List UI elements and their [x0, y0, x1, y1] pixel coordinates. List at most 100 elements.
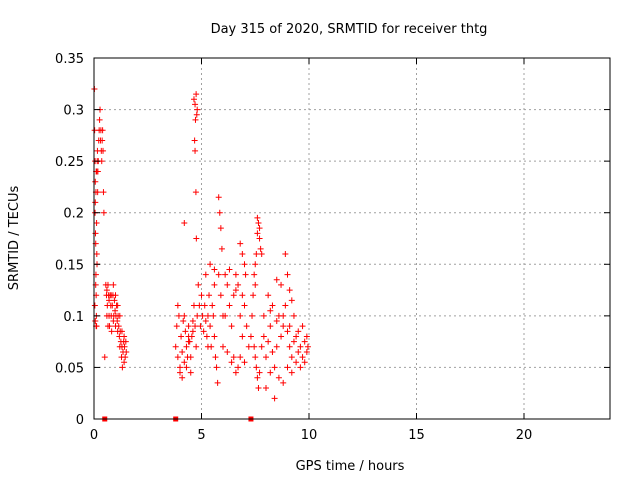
- data-point: [237, 312, 244, 319]
- data-point: [260, 333, 267, 340]
- data-point: [243, 323, 250, 330]
- data-point: [111, 297, 118, 304]
- data-point: [237, 354, 244, 361]
- data-point: [183, 364, 190, 371]
- data-point: [93, 220, 100, 227]
- data-point: [196, 302, 203, 309]
- points-layer: [91, 85, 311, 402]
- data-point: [280, 379, 287, 386]
- x-axis-label: GPS time / hours: [296, 459, 405, 474]
- data-point: [232, 369, 239, 376]
- data-point: [241, 302, 248, 309]
- data-point: [250, 292, 257, 299]
- data-point: [207, 323, 214, 330]
- data-point: [192, 189, 199, 196]
- data-point: [118, 328, 125, 335]
- data-point: [297, 343, 304, 350]
- data-point: [199, 312, 206, 319]
- data-point: [293, 333, 300, 340]
- data-point: [267, 369, 274, 376]
- x-tick-label: 10: [301, 428, 318, 443]
- data-point: [271, 364, 278, 371]
- data-point: [202, 271, 209, 278]
- data-point: [193, 343, 200, 350]
- data-point: [114, 302, 121, 309]
- data-point: [269, 302, 276, 309]
- data-point: [191, 137, 198, 144]
- data-point: [282, 250, 289, 257]
- data-point: [258, 250, 265, 257]
- data-point: [189, 318, 196, 325]
- data-point: [263, 385, 269, 392]
- data-point: [114, 318, 121, 325]
- y-tick-label: 0.1: [63, 310, 84, 325]
- data-point: [181, 312, 188, 319]
- data-point: [122, 338, 129, 345]
- data-point: [194, 106, 201, 113]
- data-point: [286, 287, 293, 294]
- data-point: [218, 245, 225, 252]
- data-point: [108, 328, 115, 335]
- data-point: [290, 312, 297, 319]
- data-point: [189, 328, 196, 335]
- data-point: [195, 281, 202, 288]
- data-point: [247, 333, 254, 340]
- data-point: [304, 343, 311, 350]
- data-point: [185, 333, 192, 340]
- data-point: [297, 364, 304, 371]
- data-point: [275, 374, 282, 381]
- data-point: [269, 348, 276, 355]
- data-point: [265, 338, 272, 345]
- data-point: [100, 147, 107, 154]
- data-point: [286, 343, 293, 350]
- data-point: [207, 261, 214, 268]
- data-point: [104, 281, 111, 288]
- data-point: [303, 333, 310, 340]
- data-point: [179, 348, 186, 355]
- data-point: [284, 271, 291, 278]
- data-point: [267, 307, 274, 314]
- data-point: [278, 281, 285, 288]
- data-point: [93, 250, 100, 257]
- data-point: [216, 209, 223, 216]
- data-point: [280, 323, 287, 330]
- data-point: [217, 292, 224, 299]
- data-point: [200, 328, 207, 335]
- data-point: [187, 369, 194, 376]
- data-point: [286, 323, 293, 330]
- data-point: [288, 297, 295, 304]
- plot-frame: [93, 57, 611, 420]
- tick-labels-layer: 0 5 10 15 20 0 0.05 0.1 0.15 0.2 0.25 0.3 0.35: [55, 52, 532, 443]
- data-point: [284, 328, 291, 335]
- data-point: [92, 318, 99, 325]
- data-point: [123, 348, 130, 355]
- data-point: [187, 354, 194, 361]
- data-point: [232, 287, 239, 294]
- data-point: [284, 364, 291, 371]
- ticks-layer: [93, 57, 610, 420]
- data-point: [217, 225, 224, 232]
- data-point: [212, 354, 219, 361]
- data-point: [112, 292, 119, 299]
- data-point: [180, 318, 187, 325]
- data-point: [224, 281, 231, 288]
- data-point: [197, 323, 204, 330]
- data-point: [235, 364, 242, 371]
- data-point: [249, 312, 256, 319]
- x-tick-label: 0: [90, 428, 98, 443]
- data-point: [254, 214, 261, 221]
- data-point: [177, 369, 183, 376]
- data-point: [121, 359, 128, 366]
- data-point: [100, 189, 107, 196]
- data-point: [185, 338, 192, 345]
- y-tick-label: 0.15: [55, 258, 84, 273]
- data-point: [295, 348, 302, 355]
- data-point: [185, 323, 192, 330]
- data-point: [252, 354, 259, 361]
- data-point: [179, 374, 186, 381]
- data-point: [103, 287, 110, 294]
- data-point: [172, 343, 179, 350]
- data-point: [252, 281, 259, 288]
- data-point: [213, 364, 220, 371]
